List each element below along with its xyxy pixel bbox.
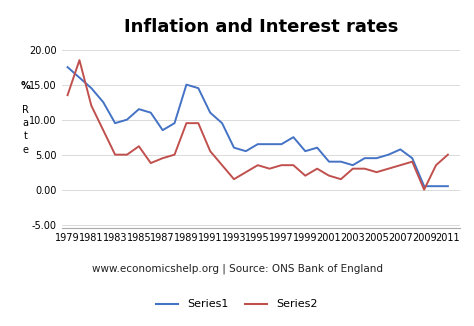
Series1 [207, 111, 213, 115]
Series1 [255, 142, 261, 146]
Series1 [124, 118, 130, 122]
Series1 [112, 121, 118, 125]
Series2 [302, 174, 308, 178]
Series2 [219, 163, 225, 167]
Series1 [136, 107, 142, 111]
Series1 [362, 156, 367, 160]
Series2 [231, 177, 237, 181]
Series1 [77, 76, 82, 80]
Series2 [291, 163, 296, 167]
Series1 [410, 156, 415, 160]
Series1 [160, 128, 165, 132]
Series2 [267, 167, 273, 170]
Series2 [124, 153, 130, 156]
Series2 [207, 149, 213, 153]
Series1 [386, 153, 392, 156]
Series2 [279, 163, 284, 167]
Series1 [302, 149, 308, 153]
Line: Series1: Series1 [68, 67, 448, 186]
Series2 [100, 128, 106, 132]
Series1 [195, 86, 201, 90]
Series2 [386, 167, 392, 170]
Series2 [445, 153, 451, 156]
Series1 [338, 160, 344, 164]
Series2 [350, 167, 356, 170]
Series2 [421, 188, 427, 192]
Series2 [338, 177, 344, 181]
Series1 [433, 184, 439, 188]
Series1 [314, 146, 320, 150]
Series1 [243, 149, 249, 153]
Series1 [231, 146, 237, 150]
Line: Series2: Series2 [68, 60, 448, 190]
Series1 [374, 156, 379, 160]
Series2 [183, 121, 189, 125]
Series1 [279, 142, 284, 146]
Text: www.economicshelp.org | Source: ONS Bank of England: www.economicshelp.org | Source: ONS Bank… [91, 264, 383, 274]
Series1 [421, 184, 427, 188]
Series1 [267, 142, 273, 146]
Series1 [398, 147, 403, 151]
Series2 [362, 167, 367, 170]
Series1 [89, 86, 94, 90]
Series2 [410, 160, 415, 164]
Text: %: % [21, 82, 31, 91]
Series2 [195, 121, 201, 125]
Series2 [136, 144, 142, 148]
Series2 [326, 174, 332, 178]
Series1 [148, 111, 154, 115]
Series1 [100, 100, 106, 104]
Series2 [77, 58, 82, 62]
Series1 [172, 121, 177, 125]
Series2 [148, 161, 154, 165]
Series1 [350, 163, 356, 167]
Legend: Series1, Series2: Series1, Series2 [152, 295, 322, 314]
Series2 [398, 163, 403, 167]
Series2 [112, 153, 118, 156]
Title: Inflation and Interest rates: Inflation and Interest rates [124, 18, 398, 36]
Series2 [314, 167, 320, 170]
Series2 [243, 170, 249, 174]
Series2 [433, 163, 439, 167]
Series2 [160, 156, 165, 160]
Series1 [326, 160, 332, 164]
Series2 [89, 104, 94, 108]
Text: R
a
t
e: R a t e [22, 105, 29, 155]
Series2 [255, 163, 261, 167]
Series2 [172, 153, 177, 156]
Series1 [219, 121, 225, 125]
Series2 [374, 170, 379, 174]
Series2 [65, 93, 71, 97]
Series1 [183, 83, 189, 87]
Series1 [445, 184, 451, 188]
Series1 [291, 135, 296, 139]
Series1 [65, 65, 71, 69]
